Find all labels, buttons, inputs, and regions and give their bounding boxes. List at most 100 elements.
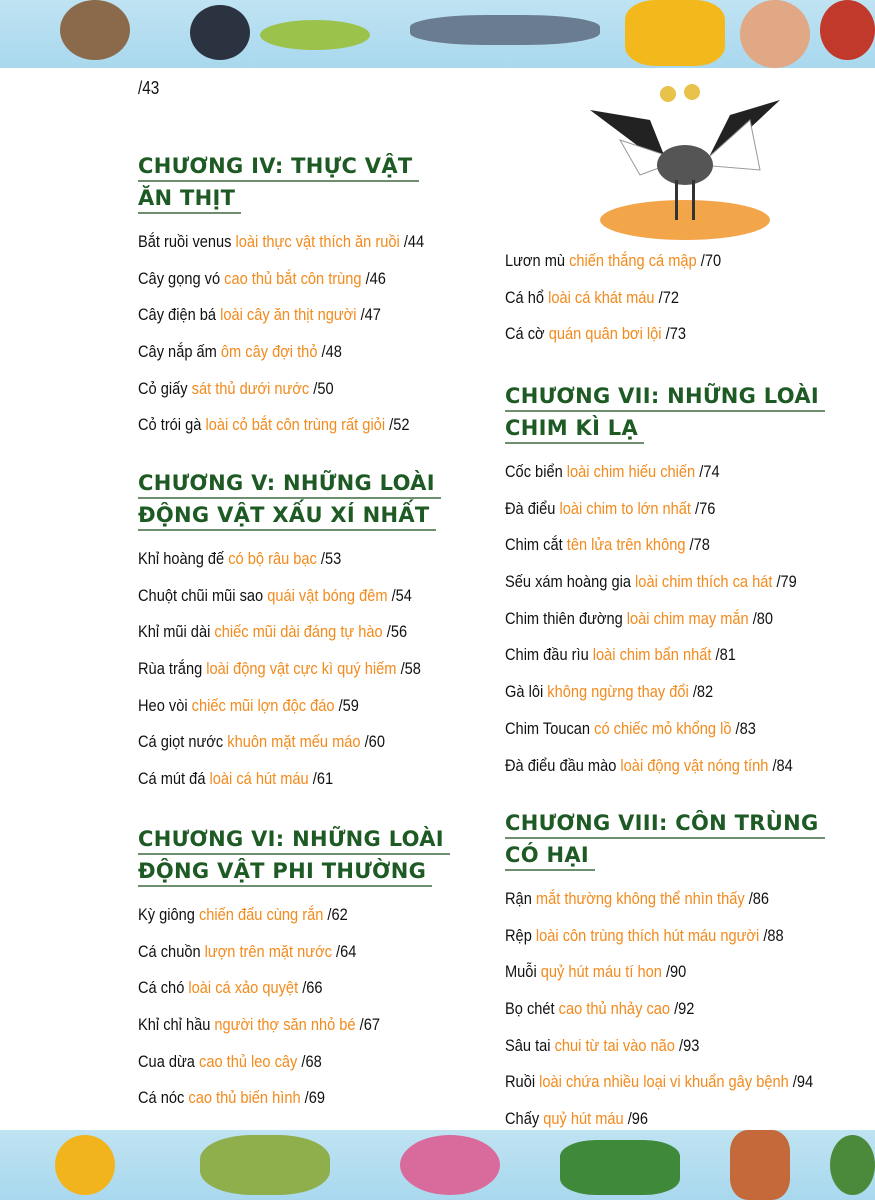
entry-page-number: /83 bbox=[735, 718, 756, 738]
entry-subtitle: chiến thắng cá mập bbox=[569, 251, 697, 270]
toc-entry[interactable]: Cá giọt nước khuôn mặt mếu máo /60 bbox=[138, 724, 421, 761]
entry-page-number: /50 bbox=[313, 378, 334, 398]
toc-entry[interactable]: Cua dừa cao thủ leo cây /68 bbox=[138, 1044, 406, 1081]
toc-entry[interactable]: Lươn mù chiến thắng cá mập /70 bbox=[505, 243, 721, 280]
top-banner-illustration bbox=[0, 0, 875, 68]
toc-entry[interactable]: Chim đầu rìu loài chim bẩn nhất /81 bbox=[505, 637, 797, 674]
entry-subtitle: cao thủ biến hình bbox=[188, 1088, 301, 1108]
toc-entry[interactable]: Đà điểu đầu mào loài động vật nóng tính … bbox=[505, 748, 797, 785]
entry-subtitle: loài thực vật thích ăn ruồi bbox=[235, 232, 400, 251]
crowned-crane-illustration bbox=[590, 84, 780, 240]
entry-page-number: /94 bbox=[792, 1072, 814, 1092]
entry-subtitle: tên lửa trên không bbox=[566, 535, 686, 555]
toc-entry[interactable]: Sếu xám hoàng gia loài chim thích ca hát… bbox=[505, 564, 797, 601]
entry-subtitle: lượn trên mặt nước bbox=[204, 941, 332, 961]
entry-page-number: /53 bbox=[320, 549, 342, 568]
entry-page-number: /76 bbox=[695, 498, 716, 518]
entry-page-number: /46 bbox=[365, 268, 386, 288]
toc-entry[interactable]: Cỏ trói gà loài cỏ bắt côn trùng rất giỏ… bbox=[138, 407, 424, 444]
chapter-title-line: CHƯƠNG V: NHỮNG LOÀI bbox=[138, 469, 441, 499]
toc-entry[interactable]: Cây gọng vó cao thủ bắt côn trùng /46 bbox=[138, 261, 424, 298]
chapter-title-line: CHƯƠNG IV: THỰC VẬT bbox=[138, 152, 419, 182]
entry-subtitle: quỷ hút máu bbox=[543, 1109, 624, 1129]
entry-list: Cốc biển loài chim hiếu chiến /74 Đà điểu… bbox=[505, 454, 844, 784]
toc-entry[interactable]: Rùa trắng loài động vật cực kì quý hiếm … bbox=[138, 651, 421, 688]
toc-entry[interactable]: Rệp loài côn trùng thích hút máu người /… bbox=[505, 918, 813, 955]
entry-name: Bắt ruồi venus bbox=[138, 232, 232, 251]
entry-name: Cá mút đá bbox=[138, 769, 206, 789]
venus-flytrap-icon bbox=[260, 20, 370, 50]
toc-entry[interactable]: Đà điểu loài chim to lớn nhất /76 bbox=[505, 491, 797, 528]
entry-subtitle: sát thủ dưới nước bbox=[191, 378, 310, 398]
toc-entry[interactable]: Khỉ hoàng đế có bộ râu bạc /53 bbox=[138, 541, 421, 578]
toc-entry[interactable]: Gà lôi không ngừng thay đổi /82 bbox=[505, 674, 797, 711]
chapter-section: CHƯƠNG IV: THỰC VẬT ĂN THỊT Bắt ruồi venus… bbox=[138, 150, 471, 444]
toc-entry[interactable]: Cây điện bá loài cây ăn thịt người /47 bbox=[138, 297, 424, 334]
entry-subtitle: loài côn trùng thích hút máu người bbox=[535, 925, 760, 945]
entry-page-number: /66 bbox=[302, 978, 323, 998]
entry-subtitle: loài cá xảo quyệt bbox=[188, 978, 299, 998]
toc-entry[interactable]: Bắt ruồi venus loài thực vật thích ăn ru… bbox=[138, 224, 424, 261]
entry-name: Chim cắt bbox=[505, 535, 563, 555]
toc-entry[interactable]: Chuột chũi mũi sao quái vật bóng đêm /54 bbox=[138, 578, 421, 615]
entry-subtitle: loài cây ăn thịt người bbox=[220, 305, 357, 325]
entry-name: Chấy bbox=[505, 1109, 540, 1129]
chapter-section: CHƯƠNG V: NHỮNG LOÀI ĐỘNG VẬT XẤU XÍ NHẤT… bbox=[138, 467, 467, 798]
toc-entry[interactable]: Chấy quỷ hút máu /96 bbox=[505, 1101, 813, 1138]
toc-entry[interactable]: Heo vòi chiếc mũi lợn độc đáo /59 bbox=[138, 688, 421, 725]
entry-name: Cây điện bá bbox=[138, 305, 217, 325]
toc-entry[interactable]: Cốc biển loài chim hiếu chiến /74 bbox=[505, 454, 797, 491]
toc-entry[interactable]: Chim cắt tên lửa trên không /78 bbox=[505, 527, 797, 564]
toc-entry[interactable]: Cỏ giấy sát thủ dưới nước /50 bbox=[138, 371, 424, 408]
entry-name: Sếu xám hoàng gia bbox=[505, 572, 631, 592]
entry-subtitle: có bộ râu bạc bbox=[228, 549, 317, 568]
toc-entry[interactable]: Cá mút đá loài cá hút máu /61 bbox=[138, 761, 421, 798]
toc-entry[interactable]: Bọ chét cao thủ nhảy cao /92 bbox=[505, 991, 813, 1028]
entry-list: Khỉ hoàng đế có bộ râu bạc /53 Chuột chũi… bbox=[138, 541, 467, 798]
entry-name: Rệp bbox=[505, 925, 532, 945]
entry-page-number: /59 bbox=[338, 695, 359, 715]
chapter-section: Lươn mù chiến thắng cá mập /70 Cá hổ loài… bbox=[505, 243, 756, 353]
toc-entry[interactable]: Cá hổ loài cá khát máu /72 bbox=[505, 280, 721, 317]
chapter-title-line: ĐỘNG VẬT PHI THƯỜNG bbox=[138, 857, 433, 887]
toc-entry[interactable]: Kỳ giông chiến đấu cùng rắn /62 bbox=[138, 897, 406, 934]
entry-name: Gà lôi bbox=[505, 682, 544, 702]
entry-subtitle: quỷ hút máu tí hon bbox=[540, 962, 662, 982]
toc-entry[interactable]: Chim Toucan có chiếc mỏ khổng lồ /83 bbox=[505, 711, 797, 748]
entry-name: Cốc biển bbox=[505, 462, 563, 481]
toc-entry[interactable]: Chim thiên đường loài chim may mắn /80 bbox=[505, 601, 797, 638]
entry-page-number: /47 bbox=[360, 305, 381, 325]
entry-subtitle: có chiếc mỏ khổng lồ bbox=[594, 718, 732, 738]
chapter-title: CHƯƠNG IV: THỰC VẬT ĂN THỊT bbox=[138, 150, 471, 214]
entry-subtitle: chiến đấu cùng rắn bbox=[198, 905, 324, 924]
entry-page-number: /64 bbox=[336, 941, 357, 961]
toc-entry[interactable]: Cá cờ quán quân bơi lội /73 bbox=[505, 316, 721, 353]
toc-entry[interactable]: Ruồi loài chứa nhiều loại vi khuẩn gây b… bbox=[505, 1064, 813, 1101]
toc-entry[interactable]: Cây nắp ấm ôm cây đợi thỏ /48 bbox=[138, 334, 424, 371]
toc-entry[interactable]: Rận mắt thường không thể nhìn thấy /86 bbox=[505, 881, 813, 918]
entry-name: Cây gọng vó bbox=[138, 268, 221, 288]
entry-subtitle: chiếc mũi lợn độc đáo bbox=[191, 695, 335, 715]
entry-subtitle: ôm cây đợi thỏ bbox=[220, 342, 318, 362]
entry-name: Đà điểu đầu mào bbox=[505, 755, 617, 775]
lotus-flower-icon bbox=[400, 1135, 500, 1195]
entry-subtitle: mắt thường không thể nhìn thấy bbox=[535, 889, 745, 908]
toc-entry[interactable]: Khỉ chỉ hầu người thợ săn nhỏ bé /67 bbox=[138, 1007, 406, 1044]
toc-entry[interactable]: Khỉ mũi dài chiếc mũi dài đáng tự hào /5… bbox=[138, 614, 421, 651]
toc-entry[interactable]: Sâu tai chui từ tai vào não /93 bbox=[505, 1028, 813, 1065]
chapter-title-line: CHƯƠNG VI: NHỮNG LOÀI bbox=[138, 825, 450, 855]
entry-name: Cá chó bbox=[138, 978, 185, 998]
bottom-banner-illustration bbox=[0, 1130, 875, 1200]
entry-list: Kỳ giông chiến đấu cùng rắn /62 Cá chuồn … bbox=[138, 897, 450, 1117]
page-reference: /43 bbox=[138, 78, 160, 98]
entry-page-number: /78 bbox=[689, 535, 710, 555]
entry-subtitle: loài chim thích ca hát bbox=[635, 572, 773, 592]
entry-subtitle: cao thủ leo cây bbox=[199, 1051, 298, 1071]
toc-entry[interactable]: Cá chó loài cá xảo quyệt /66 bbox=[138, 970, 406, 1007]
toc-entry[interactable]: Muỗi quỷ hút máu tí hon /90 bbox=[505, 954, 813, 991]
toc-entry[interactable]: Cá chuồn lượn trên mặt nước /64 bbox=[138, 934, 406, 971]
entry-page-number: /62 bbox=[327, 905, 348, 924]
entry-subtitle: quái vật bóng đêm bbox=[267, 585, 388, 605]
toc-entry[interactable]: Cá nóc cao thủ biến hình /69 bbox=[138, 1080, 406, 1117]
chapter-section: CHƯƠNG VIII: CÔN TRÙNG CÓ HẠI Rận mắt thườ… bbox=[505, 807, 863, 1138]
